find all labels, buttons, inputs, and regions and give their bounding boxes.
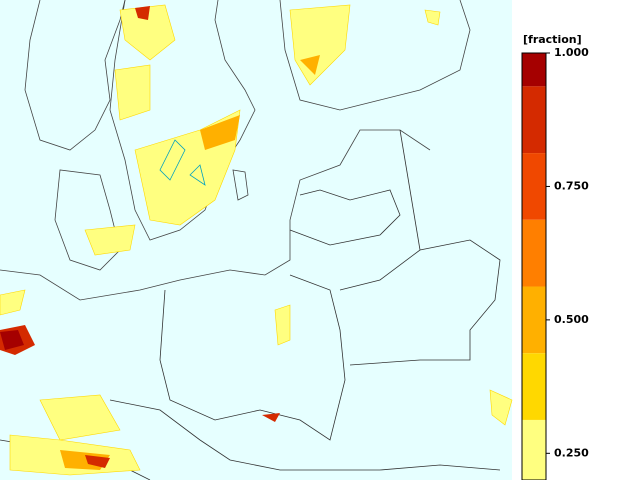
colorbar-frame [521, 52, 547, 480]
colorbar-tick-label: 0.500 [554, 313, 589, 326]
colorbar-band [522, 153, 546, 220]
colorbar-tick-label: 1.000 [554, 46, 589, 59]
colorbar-band [522, 353, 546, 420]
map-features [0, 0, 513, 480]
colorbar-band [522, 53, 546, 87]
colorbar-band [522, 419, 546, 480]
colorbar-band [522, 219, 546, 287]
legend-title: [fraction] [523, 33, 582, 46]
colorbar-tick-label: 0.750 [554, 179, 589, 192]
colorbar-tick-label: 0.250 [554, 446, 589, 459]
colorbar-band [522, 286, 546, 354]
colorbar-band [522, 86, 546, 154]
